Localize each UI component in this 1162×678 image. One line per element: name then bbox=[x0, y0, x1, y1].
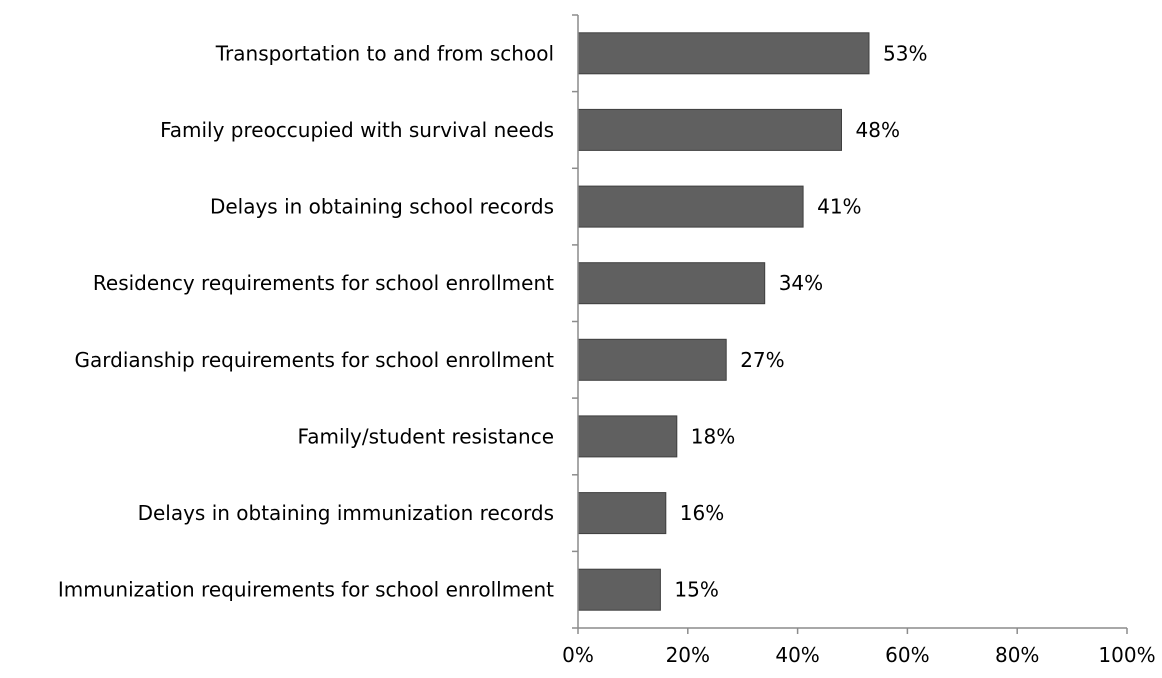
bar-3 bbox=[578, 186, 803, 227]
data-label: 34% bbox=[779, 271, 823, 295]
data-label: 27% bbox=[740, 348, 784, 372]
category-label: Residency requirements for school enroll… bbox=[93, 271, 554, 295]
category-label: Delays in obtaining school records bbox=[210, 195, 554, 219]
data-label: 41% bbox=[817, 195, 861, 219]
category-label: Family/student resistance bbox=[298, 424, 554, 448]
bar-2 bbox=[578, 109, 842, 150]
axes-group bbox=[572, 15, 1127, 628]
bar-7 bbox=[578, 493, 666, 534]
data-label: 15% bbox=[674, 578, 718, 602]
x-tick-label: 20% bbox=[666, 643, 710, 667]
category-label: Delays in obtaining immunization records bbox=[138, 501, 554, 525]
category-label: Transportation to and from school bbox=[215, 41, 554, 65]
bar-8 bbox=[578, 569, 660, 610]
bar-5 bbox=[578, 339, 726, 380]
x-tick-label: 100% bbox=[1098, 643, 1155, 667]
x-tick-label: 80% bbox=[995, 643, 1039, 667]
category-label: Immunization requirements for school enr… bbox=[58, 578, 554, 602]
data-label: 18% bbox=[691, 424, 735, 448]
x-tick-label: 60% bbox=[885, 643, 929, 667]
bar-1 bbox=[578, 33, 869, 74]
x-tick-label: 40% bbox=[775, 643, 819, 667]
data-label: 53% bbox=[883, 41, 927, 65]
bar-6 bbox=[578, 416, 677, 457]
category-label: Gardianship requirements for school enro… bbox=[75, 348, 555, 372]
category-label: Family preoccupied with survival needs bbox=[160, 118, 554, 142]
x-tick-label: 0% bbox=[562, 643, 594, 667]
x-ticks-group: 0% 20% 40% 60% 80% 100% bbox=[562, 628, 1155, 667]
bar-4 bbox=[578, 263, 765, 304]
category-labels-group: Transportation to and from school Family … bbox=[58, 41, 554, 601]
data-label: 48% bbox=[856, 118, 900, 142]
data-label: 16% bbox=[680, 501, 724, 525]
